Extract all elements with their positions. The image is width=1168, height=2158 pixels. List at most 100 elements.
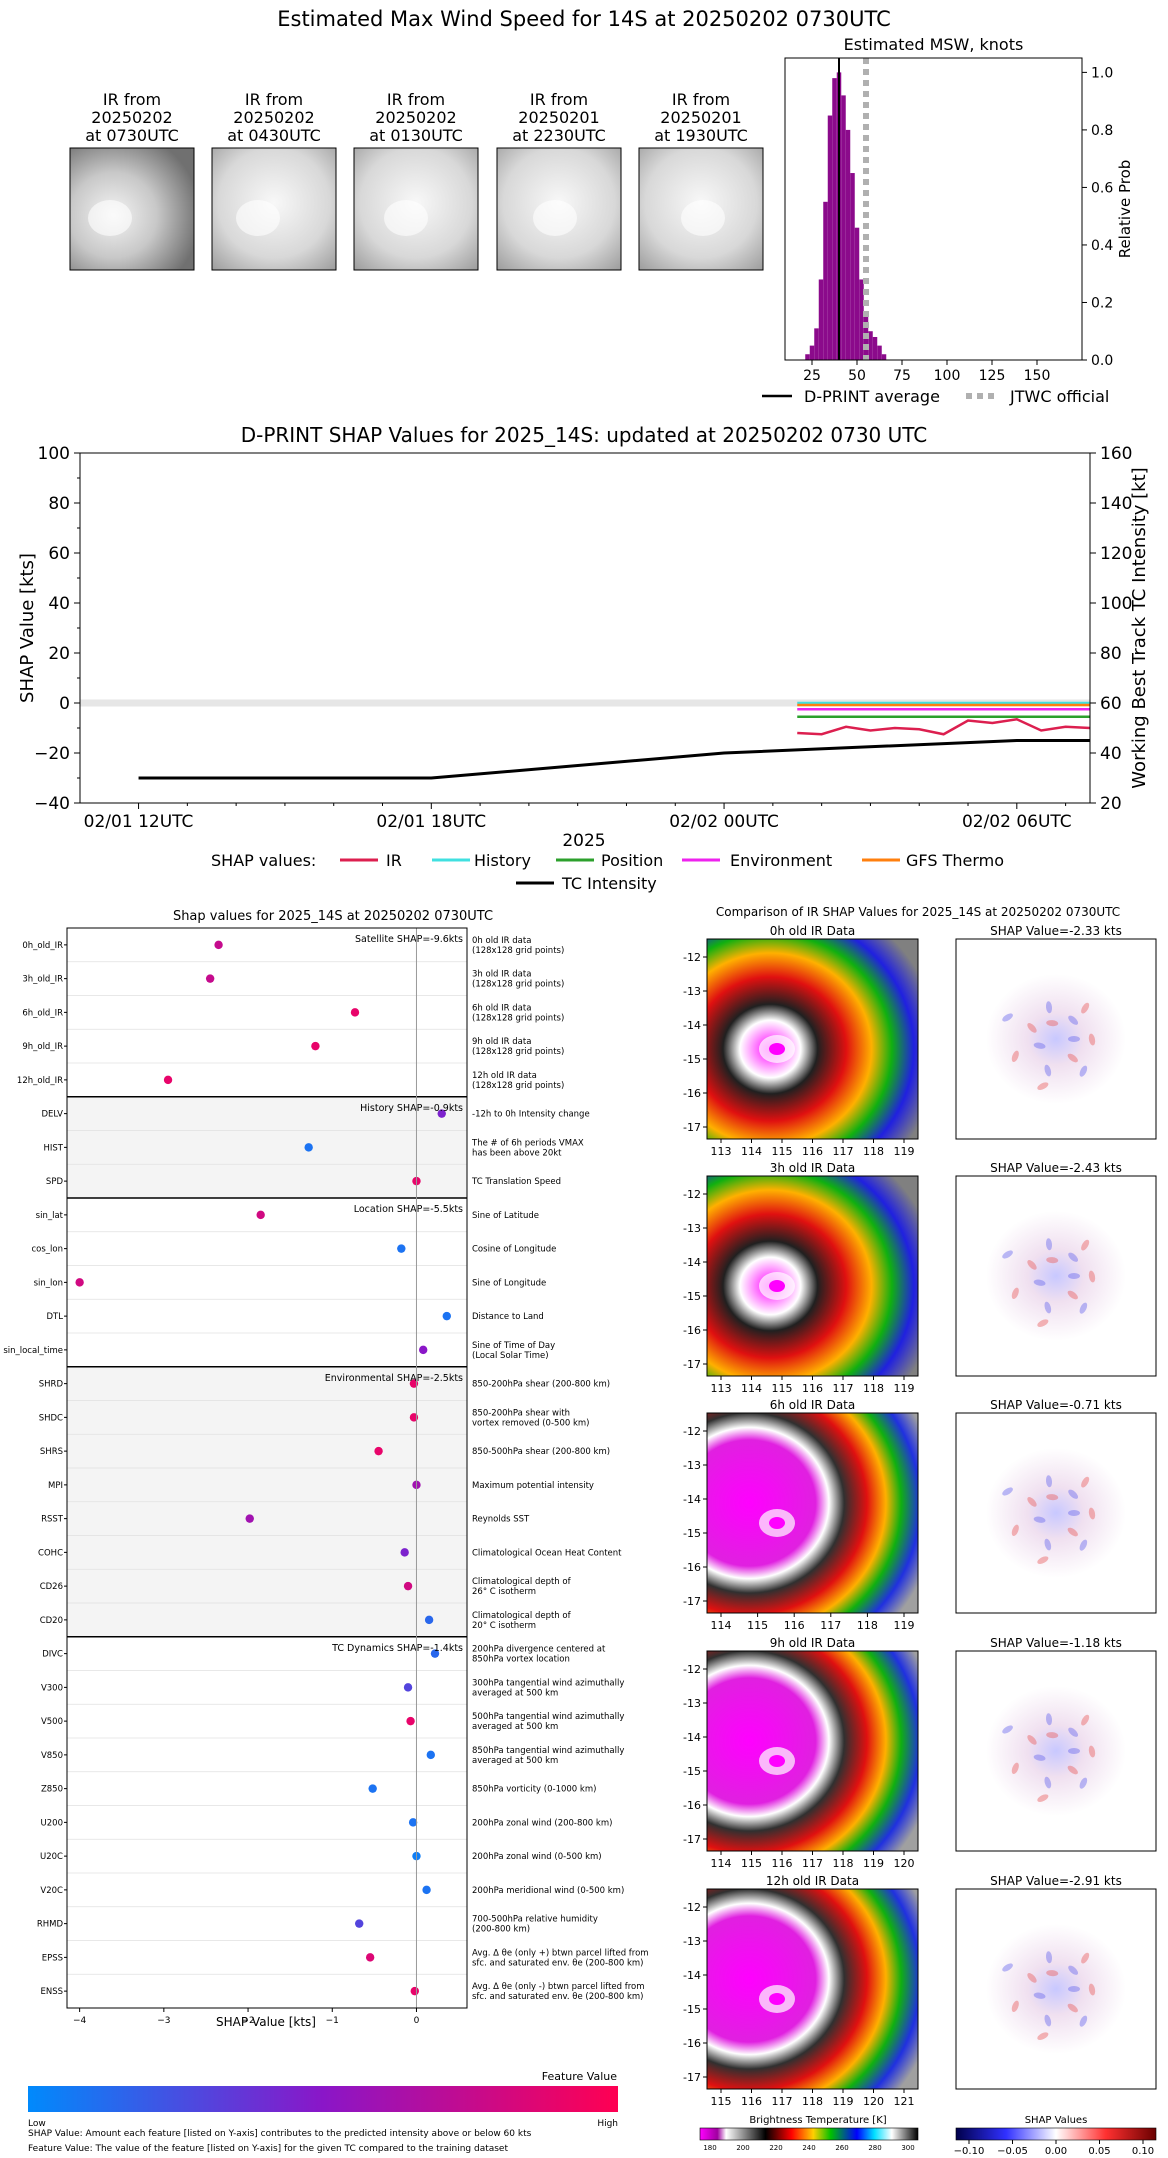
feature-description: The # of 6h periods VMAX bbox=[471, 1138, 584, 1148]
feature-name: DELV bbox=[41, 1110, 63, 1120]
feature-shap-dot bbox=[410, 1986, 419, 1996]
lon-tick-label: 120 bbox=[894, 1857, 915, 1870]
ir-frame bbox=[706, 1412, 919, 1614]
x-tick-label: 02/01 18UTC bbox=[376, 812, 486, 832]
lon-tick-label: 117 bbox=[833, 1145, 854, 1158]
series-ir bbox=[797, 717, 1091, 736]
x-tick-label: −1 bbox=[326, 2016, 339, 2026]
lat-tick-label: -17 bbox=[683, 1121, 701, 1134]
histogram-ylabel: Relative Prob bbox=[1116, 160, 1134, 259]
y-tick-label: 40 bbox=[48, 594, 70, 614]
shap-speckle bbox=[1068, 1036, 1080, 1042]
x-tick-label: 25 bbox=[803, 368, 821, 384]
lon-tick-label: 115 bbox=[772, 1145, 793, 1158]
feature-name: ENSS bbox=[40, 1987, 63, 1997]
thumb-core bbox=[384, 200, 428, 236]
thumb-core bbox=[533, 200, 577, 236]
lon-tick-label: 115 bbox=[747, 1619, 768, 1632]
lon-tick-label: 119 bbox=[894, 1145, 915, 1158]
shap-speckle bbox=[1079, 1777, 1088, 1789]
brightness-colorbar: Brightness Temperature [K] 180 200 220 240 2… bbox=[699, 2115, 919, 2152]
shap-speckle bbox=[1027, 1497, 1037, 1507]
shap-speckle bbox=[1088, 1270, 1096, 1283]
shap-speckle bbox=[1068, 1252, 1079, 1262]
lon-tick-label: 114 bbox=[711, 1857, 732, 1870]
thumb-frame bbox=[496, 147, 622, 271]
shap-speckle bbox=[1011, 1287, 1019, 1300]
lon-tick-label: 116 bbox=[741, 2095, 762, 2108]
feature-name: CD20 bbox=[40, 1616, 63, 1626]
feature-description: 850-200hPa shear (200-800 km) bbox=[472, 1380, 610, 1390]
feature-description: (Local Solar Time) bbox=[472, 1351, 549, 1361]
feature-description: 300hPa tangential wind azimuthally bbox=[472, 1678, 624, 1688]
lat-tick-label: -13 bbox=[683, 985, 701, 998]
ir-image bbox=[707, 1176, 918, 1376]
feature-shap-dot bbox=[75, 1278, 84, 1287]
sv-tick-label: −0.05 bbox=[997, 2146, 1028, 2157]
ir-row-0: 0h old IR Data SHAP Value=-2.33 kts -12 -13… bbox=[683, 924, 1157, 1158]
lon-tick-label: 119 bbox=[894, 1619, 915, 1632]
feature-shap-dot bbox=[437, 1109, 446, 1118]
lon-tick-label: 117 bbox=[820, 1619, 841, 1632]
shap-frame bbox=[955, 1175, 1157, 1377]
timeseries-frame bbox=[79, 452, 1091, 804]
feature-description: Climatological Ocean Heat Content bbox=[472, 1548, 622, 1558]
histogram-frame bbox=[784, 57, 1083, 361]
shap-pattern bbox=[986, 1924, 1126, 2054]
bt-tick-label: 180 bbox=[703, 2144, 716, 2152]
x-tick-label: 02/02 00UTC bbox=[669, 812, 779, 832]
sv-tick-label: −0.10 bbox=[954, 2146, 985, 2157]
shap-frame bbox=[955, 1650, 1157, 1852]
feature-description: (128x128 grid points) bbox=[472, 1013, 564, 1023]
zero-band bbox=[80, 699, 1090, 707]
y2-tick-label: 140 bbox=[1100, 494, 1132, 514]
shap-speckle bbox=[1044, 2014, 1052, 2027]
feature-description: 850hPa vortex location bbox=[472, 1655, 570, 1665]
sv-colorbar-gradient bbox=[955, 2127, 1157, 2141]
shap-speckle bbox=[1079, 1302, 1088, 1314]
feature-shap-dot bbox=[374, 1446, 383, 1456]
shap-speckle bbox=[1068, 1986, 1080, 1992]
ir-row-3: 9h old IR Data SHAP Value=-1.18 kts -12 -13… bbox=[683, 1636, 1157, 1870]
histogram-bar bbox=[832, 78, 837, 360]
feature-name: 0h_old_IR bbox=[22, 941, 63, 951]
feature-name: sin_local_time bbox=[3, 1346, 63, 1356]
ir-row-2: 6h old IR Data SHAP Value=-0.71 kts -12 -13… bbox=[683, 1398, 1157, 1632]
shap-speckle bbox=[1081, 1714, 1090, 1726]
feature-name: RSST bbox=[41, 1515, 64, 1525]
y-tick-label: 100 bbox=[38, 444, 70, 464]
histogram-bar bbox=[841, 95, 846, 360]
feature-description: Climatological depth of bbox=[472, 1577, 572, 1587]
lat-tick-label: -13 bbox=[683, 1459, 701, 1472]
thumb-label-line3: at 0130UTC bbox=[369, 126, 463, 145]
lon-tick-label: 116 bbox=[784, 1619, 805, 1632]
ir-row-title: 3h old IR Data bbox=[770, 1161, 856, 1175]
x-tick-label: 125 bbox=[979, 368, 1006, 384]
x-tick-label: −4 bbox=[73, 2016, 87, 2026]
lon-tick-label: 118 bbox=[833, 1857, 854, 1870]
feature-shap-dot bbox=[406, 1716, 415, 1726]
shap-speckle bbox=[1081, 1476, 1090, 1488]
shap-speckle bbox=[1033, 1516, 1046, 1523]
feature-name: V20C bbox=[40, 1886, 63, 1896]
thumb-label-line3: at 0430UTC bbox=[227, 126, 321, 145]
thumb-label-line2: 20250201 bbox=[518, 108, 599, 127]
shap-row-title: SHAP Value=-1.18 kts bbox=[990, 1636, 1122, 1650]
thumb-label-line2: 20250202 bbox=[375, 108, 456, 127]
feature-name: 3h_old_IR bbox=[22, 975, 63, 985]
feature-description: -12h to 0h Intensity change bbox=[472, 1110, 590, 1120]
shap-speckle bbox=[1081, 1002, 1090, 1014]
lat-tick-label: -15 bbox=[683, 1765, 701, 1778]
lat-tick-label: -14 bbox=[683, 1019, 701, 1032]
thumb-label-line1: IR from bbox=[103, 90, 161, 109]
feature-group-2: sin_lat Sine of Latitude cos_lon Cosine of … bbox=[3, 1197, 556, 1361]
feature-description: 850-500hPa shear (200-800 km) bbox=[472, 1447, 610, 1457]
footnote-shap: SHAP Value: Amount each feature [listed … bbox=[28, 2129, 532, 2139]
feature-description: 0h old IR data bbox=[472, 936, 531, 946]
shap-speckle bbox=[1033, 1992, 1046, 1999]
feature-description: Maximum potential intensity bbox=[472, 1481, 594, 1491]
